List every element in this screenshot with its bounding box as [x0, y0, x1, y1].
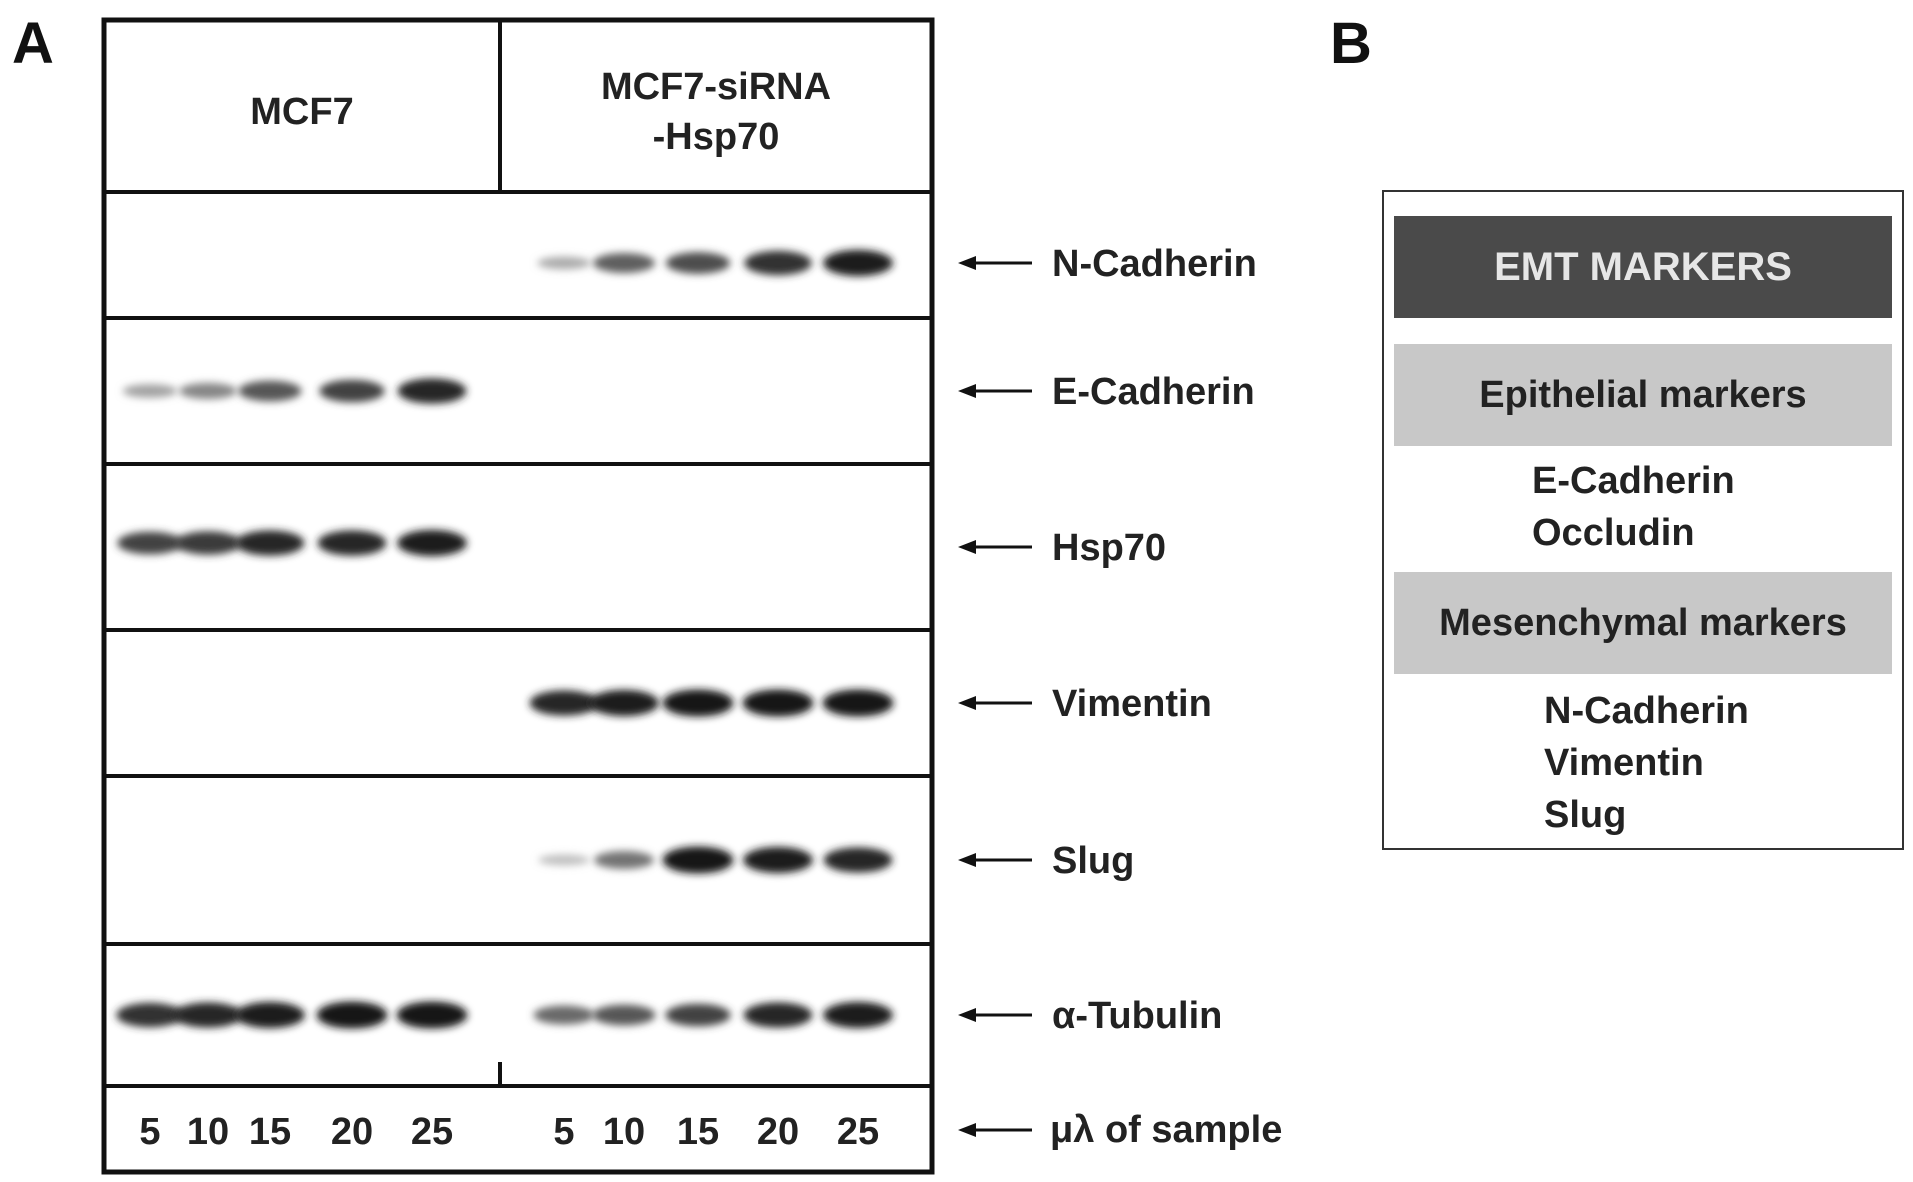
- blot-band: [744, 250, 812, 276]
- mesenchymal-marker-item: Slug: [1544, 794, 1627, 836]
- lane-labels: 5 10 15 20 25 5 10 15 20 25 μλ of sample: [139, 1109, 1282, 1153]
- panel-label-b: B: [1330, 11, 1372, 76]
- blot-labels: N-Cadherin E-Cadherin Hsp70 Vimentin Slug α-T…: [958, 243, 1257, 1037]
- protein-label: α-Tubulin: [1052, 995, 1222, 1037]
- protein-label: Hsp70: [1052, 527, 1166, 569]
- mesenchymal-markers-header: Mesenchymal markers: [1394, 572, 1892, 674]
- blot-band: [589, 689, 659, 717]
- epithelial-markers-header: Epithelial markers: [1394, 344, 1892, 446]
- arrow-head: [958, 853, 976, 867]
- blot-band: [665, 1003, 731, 1027]
- group-header-label: MCF7-siRNA: [601, 66, 831, 108]
- blot-band: [116, 1002, 184, 1028]
- blot-band: [117, 531, 183, 555]
- blot-band: [173, 1002, 243, 1028]
- blot-band: [662, 846, 734, 874]
- protein-label: E-Cadherin: [1052, 371, 1255, 413]
- blot-band: [823, 847, 893, 873]
- panel-label-a: A: [12, 11, 54, 76]
- blot-band: [529, 690, 599, 716]
- blot-band: [396, 1001, 468, 1029]
- blot-band: [538, 854, 590, 866]
- blot-band: [533, 1005, 595, 1025]
- blot-band: [743, 846, 813, 874]
- mesenchymal-marker-item: Vimentin: [1544, 742, 1704, 784]
- lane-label: 5: [553, 1111, 574, 1153]
- blot-band: [319, 379, 385, 403]
- lane-label: 10: [603, 1111, 645, 1153]
- epithelial-marker-item: E-Cadherin: [1532, 460, 1735, 502]
- epithelial-marker-item: Occludin: [1532, 512, 1695, 554]
- group-header-label: MCF7: [250, 91, 353, 133]
- blot-band: [179, 382, 237, 400]
- arrow-head: [958, 1123, 976, 1137]
- blot-band: [397, 378, 467, 404]
- blot-band: [235, 1001, 305, 1029]
- blot-band: [317, 530, 387, 556]
- lane-label: 5: [139, 1111, 160, 1153]
- group-header-label: -Hsp70: [653, 116, 780, 158]
- arrow-head: [958, 540, 976, 554]
- blot-outer-border: [101, 17, 935, 1175]
- protein-label: N-Cadherin: [1052, 243, 1257, 285]
- blot-band: [592, 253, 656, 273]
- arrow-head: [958, 1008, 976, 1022]
- blot-bands: [116, 249, 894, 1029]
- blot-band: [316, 1001, 388, 1029]
- blot-band: [235, 530, 305, 556]
- protein-label: Vimentin: [1052, 683, 1212, 725]
- lane-label: 20: [757, 1111, 799, 1153]
- group-headers: MCF7 MCF7-siRNA -Hsp70: [250, 66, 831, 158]
- blot-frame: [101, 17, 935, 1175]
- blot-band: [397, 529, 467, 557]
- blot-band: [122, 384, 178, 398]
- blot-band: [537, 256, 591, 270]
- blot-band: [665, 252, 731, 274]
- protein-label: Slug: [1052, 840, 1134, 882]
- blot-band: [742, 689, 814, 717]
- blot-band: [743, 1002, 813, 1028]
- emt-markers-box: EMT MARKERS Epithelial markers E-Cadheri…: [1382, 190, 1904, 850]
- lane-label: 15: [249, 1111, 291, 1153]
- mesenchymal-marker-item: N-Cadherin: [1544, 690, 1749, 732]
- blot-band: [662, 689, 734, 717]
- blot-band: [174, 531, 242, 555]
- blot-band: [238, 380, 302, 402]
- arrow-head: [958, 696, 976, 710]
- lane-label: 20: [331, 1111, 373, 1153]
- blot-band: [823, 249, 893, 277]
- blot-band: [823, 1001, 893, 1029]
- blot-band: [592, 1004, 656, 1026]
- blot-band: [594, 850, 654, 870]
- lane-label: 15: [677, 1111, 719, 1153]
- sample-volume-label: μλ of sample: [1050, 1109, 1282, 1151]
- lane-label: 10: [187, 1111, 229, 1153]
- blot-band: [822, 689, 894, 717]
- arrow-head: [958, 256, 976, 270]
- arrow-head: [958, 384, 976, 398]
- lane-label: 25: [837, 1111, 879, 1153]
- emt-markers-title: EMT MARKERS: [1394, 216, 1892, 318]
- lane-label: 25: [411, 1111, 453, 1153]
